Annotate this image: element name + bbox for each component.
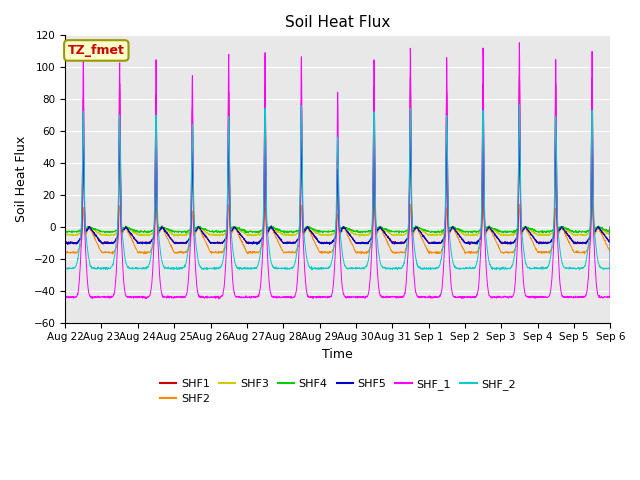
SHF2 — [109, 251, 116, 257]
SHF3 — [116, 124, 124, 130]
SHF3 — [356, 233, 364, 239]
SHF2 — [515, 201, 523, 207]
SHF4 — [559, 224, 566, 229]
Line: SHF_2: SHF_2 — [65, 105, 611, 270]
SHF_1 — [365, 284, 373, 290]
SHF1 — [574, 240, 582, 246]
SHF3 — [559, 224, 566, 230]
Y-axis label: Soil Heat Flux: Soil Heat Flux — [15, 136, 28, 222]
SHF4 — [61, 228, 69, 234]
SHF_2 — [607, 224, 614, 230]
Line: SHF1: SHF1 — [65, 76, 611, 245]
SHF_2 — [497, 267, 504, 273]
SHF2 — [61, 250, 69, 255]
SHF3 — [366, 231, 374, 237]
SHF_2 — [61, 265, 69, 271]
SHF1 — [365, 239, 373, 244]
SHF5 — [574, 240, 582, 245]
SHF1 — [61, 240, 69, 246]
Title: Soil Heat Flux: Soil Heat Flux — [285, 15, 390, 30]
SHF_2 — [353, 265, 361, 271]
SHF2 — [365, 247, 373, 252]
SHF1 — [497, 238, 504, 244]
SHF_1 — [515, 40, 523, 46]
SHF_2 — [559, 261, 566, 266]
SHF1 — [607, 224, 614, 230]
SHF5 — [497, 239, 504, 245]
Line: SHF4: SHF4 — [65, 137, 611, 233]
SHF_1 — [607, 224, 614, 230]
SHF1 — [515, 73, 523, 79]
SHF4 — [515, 134, 523, 140]
Line: SHF2: SHF2 — [65, 204, 611, 254]
SHF3 — [607, 224, 614, 230]
SHF1 — [559, 224, 566, 230]
SHF2 — [354, 249, 362, 254]
SHF4 — [365, 228, 373, 234]
SHF4 — [574, 229, 582, 235]
SHF2 — [607, 224, 614, 230]
SHF_2 — [213, 265, 221, 271]
SHF1 — [213, 240, 221, 246]
SHF5 — [366, 238, 374, 244]
SHF_1 — [215, 296, 223, 301]
SHF5 — [559, 225, 566, 231]
SHF2 — [559, 226, 566, 231]
SHF_1 — [497, 294, 504, 300]
SHF1 — [353, 240, 361, 245]
SHF_1 — [213, 295, 221, 300]
SHF2 — [497, 247, 504, 253]
SHF2 — [574, 249, 582, 255]
SHF_2 — [574, 265, 582, 271]
SHF1 — [466, 242, 474, 248]
SHF_1 — [61, 295, 69, 300]
SHF4 — [354, 228, 362, 234]
SHF3 — [214, 233, 221, 239]
Line: SHF5: SHF5 — [65, 131, 611, 244]
SHF_2 — [365, 252, 373, 258]
SHF4 — [214, 229, 221, 235]
SHF_2 — [515, 102, 523, 108]
SHF_1 — [574, 295, 582, 300]
SHF5 — [607, 224, 614, 230]
SHF5 — [354, 240, 362, 246]
SHF3 — [574, 232, 582, 238]
Legend: SHF1, SHF2, SHF3, SHF4, SHF5, SHF_1, SHF_2: SHF1, SHF2, SHF3, SHF4, SHF5, SHF_1, SHF… — [156, 374, 520, 408]
X-axis label: Time: Time — [323, 348, 353, 361]
SHF_1 — [354, 295, 362, 301]
Line: SHF_1: SHF_1 — [65, 43, 611, 299]
SHF3 — [354, 232, 362, 238]
SHF4 — [182, 230, 189, 236]
SHF4 — [497, 228, 504, 234]
Line: SHF3: SHF3 — [65, 127, 611, 236]
SHF5 — [61, 240, 69, 246]
SHF3 — [497, 231, 504, 237]
SHF4 — [607, 224, 614, 230]
SHF5 — [116, 128, 124, 134]
SHF5 — [214, 240, 221, 245]
SHF2 — [214, 250, 221, 255]
SHF5 — [326, 241, 333, 247]
SHF_2 — [496, 266, 504, 272]
SHF_1 — [559, 293, 566, 299]
SHF3 — [61, 232, 69, 238]
Text: TZ_fmet: TZ_fmet — [68, 44, 125, 57]
